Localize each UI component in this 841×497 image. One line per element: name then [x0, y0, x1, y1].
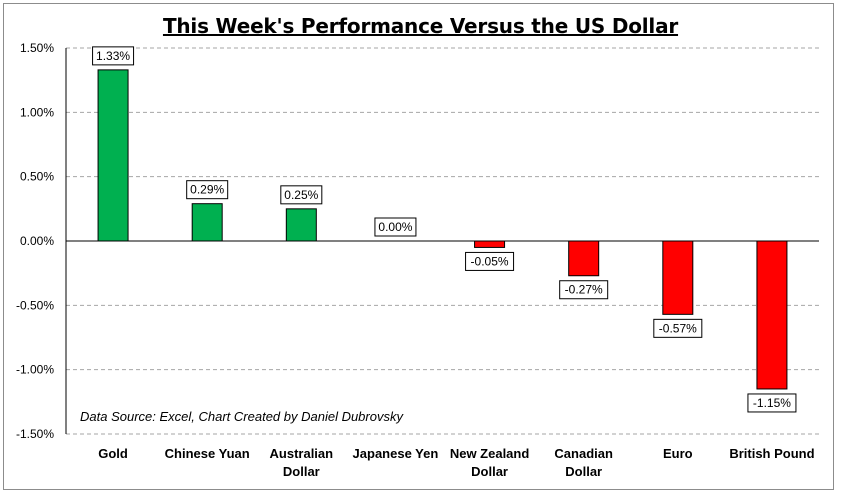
- x-category-label: Gold: [98, 446, 128, 461]
- bar: [568, 240, 600, 277]
- y-tick-label: 1.50%: [20, 41, 54, 55]
- data-label: 0.29%: [190, 183, 224, 197]
- bar: [474, 240, 506, 248]
- x-category-label: Japanese Yen: [353, 446, 439, 461]
- data-label-box: [747, 393, 797, 413]
- data-label: -0.05%: [471, 254, 509, 268]
- x-category-label: Australian: [270, 446, 334, 461]
- data-label-box: [465, 251, 515, 271]
- data-label-box: [653, 318, 703, 338]
- source-annotation: Data Source: Excel, Chart Created by Dan…: [80, 409, 403, 424]
- data-label-box: [374, 217, 417, 237]
- data-label: 0.25%: [284, 188, 318, 202]
- y-tick-label: -1.50%: [16, 427, 54, 441]
- bar: [97, 69, 129, 242]
- x-category-label: Chinese Yuan: [165, 446, 250, 461]
- x-category-label: New Zealand: [450, 446, 530, 461]
- data-label: 1.33%: [96, 49, 130, 63]
- data-label: -0.57%: [659, 321, 697, 335]
- chart-title: This Week's Performance Versus the US Do…: [162, 14, 679, 38]
- y-tick-label: -0.50%: [16, 298, 54, 312]
- x-category-label: Dollar: [471, 464, 508, 479]
- x-category-label: Dollar: [283, 464, 320, 479]
- bar: [756, 240, 788, 390]
- data-label: -0.27%: [565, 283, 603, 297]
- x-category-label: Euro: [663, 446, 693, 461]
- data-label-box: [186, 180, 229, 200]
- x-category-label: British Pound: [729, 446, 814, 461]
- bar: [191, 203, 223, 242]
- data-label-box: [559, 280, 609, 300]
- x-category-label: Canadian: [554, 446, 613, 461]
- y-tick-label: -1.00%: [16, 363, 54, 377]
- y-tick-label: 0.00%: [20, 234, 54, 248]
- y-tick-label: 0.50%: [20, 170, 54, 184]
- bar: [662, 240, 694, 315]
- data-label: -1.15%: [753, 396, 791, 410]
- x-category-label: Dollar: [565, 464, 602, 479]
- bar: [285, 208, 317, 242]
- data-label-box: [280, 185, 323, 205]
- data-label: 0.00%: [378, 220, 412, 234]
- chart-frame: [3, 3, 834, 490]
- y-tick-label: 1.00%: [20, 105, 54, 119]
- data-label-box: [92, 46, 135, 66]
